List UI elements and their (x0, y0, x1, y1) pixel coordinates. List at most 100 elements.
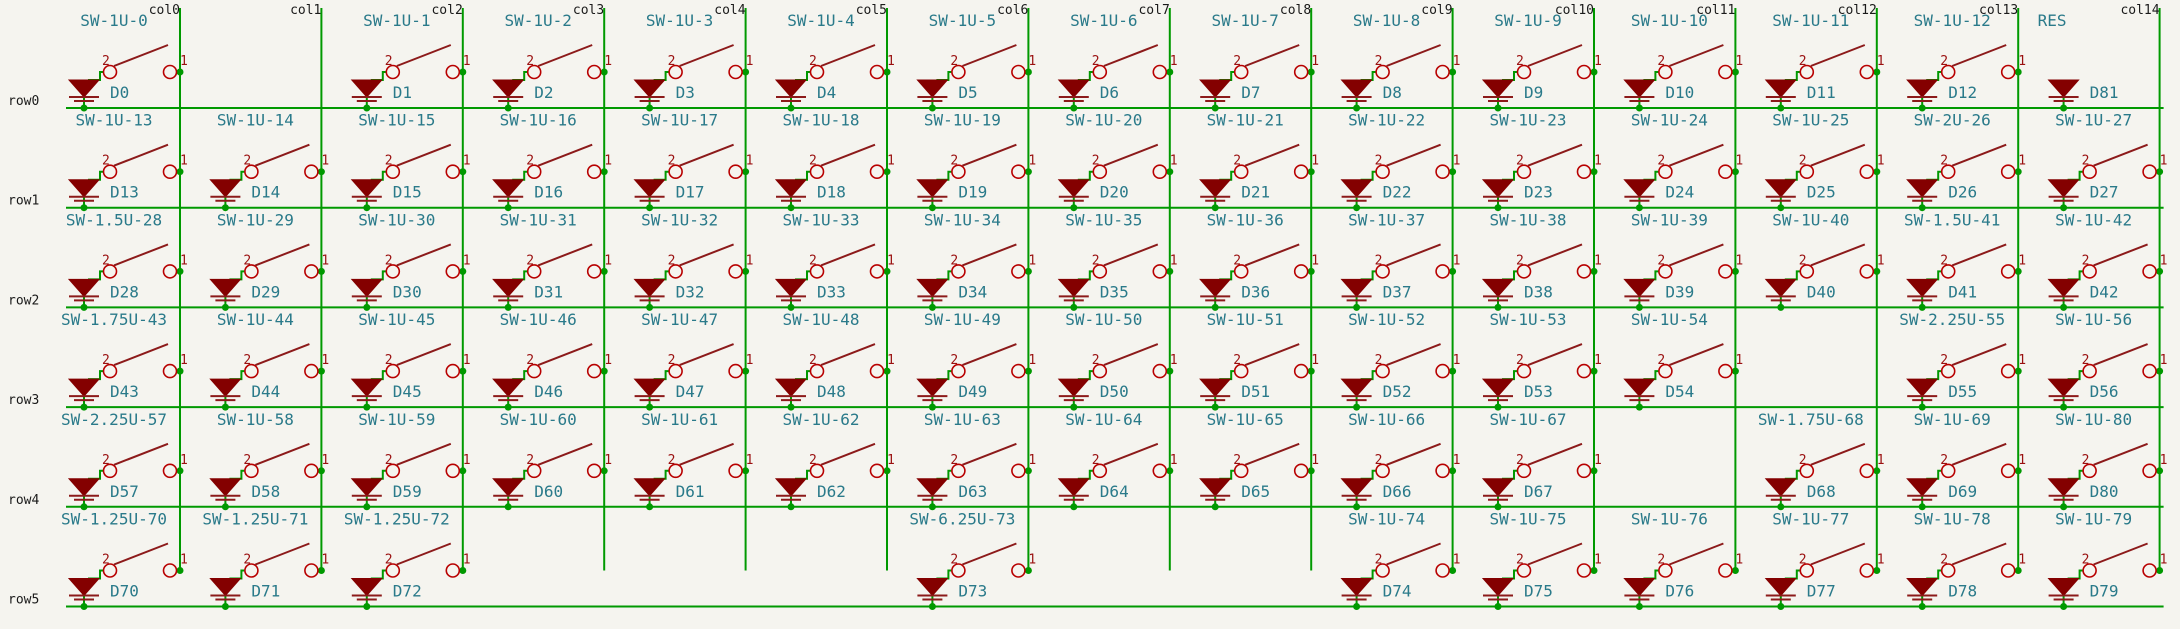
column-junction-dot (1731, 168, 1739, 176)
diode-reference-label: D40 (1807, 282, 1836, 301)
switch-pin-number: 2 (1657, 553, 1665, 568)
switch-actuator (113, 542, 169, 566)
switch-actuator (679, 343, 734, 367)
key-cell (1199, 442, 1309, 501)
switch-pin-1 (1435, 164, 1450, 179)
switch-to-diode-wire (1219, 469, 1235, 480)
symbol-layer (67, 44, 2157, 601)
row-junction-dot (1070, 204, 1078, 212)
diode-reference-label: D23 (1524, 183, 1553, 202)
row-junction-dot (1918, 104, 1926, 112)
switch-reference-label: SW-1U-24 (1631, 111, 1708, 130)
switch-to-diode-wire (1643, 270, 1659, 281)
key-cell (2047, 143, 2157, 202)
switch-actuator (1951, 243, 2007, 267)
switch-pin-2 (951, 164, 966, 179)
key-cell (1340, 143, 1450, 202)
switch-pin-number: 2 (385, 154, 393, 169)
switch-to-diode-wire (1643, 170, 1659, 181)
switch-actuator (1527, 442, 1583, 466)
switch-pin-number: 2 (1940, 253, 1948, 268)
switch-pin-1 (869, 64, 885, 80)
switch-reference-label: SW-2U-26 (1914, 111, 1991, 130)
switch-pin-number: 2 (1375, 154, 1383, 169)
switch-pin-1 (445, 164, 461, 179)
switch-to-diode-wire (1502, 270, 1517, 281)
switch-actuator (2093, 442, 2148, 466)
diode-reference-label: D56 (2090, 382, 2119, 401)
switch-pin-number: 1 (2160, 253, 2168, 268)
row-junction-dot (2060, 403, 2068, 411)
diode-reference-label: D45 (393, 382, 422, 401)
row-junction-dot (928, 603, 936, 610)
key-cell (916, 243, 1026, 302)
key-cell (916, 44, 1026, 102)
switch-reference-label: SW-1U-58 (217, 410, 294, 429)
switch-pin-2 (2082, 264, 2097, 279)
row-junction-dot (787, 403, 795, 411)
switch-actuator (1103, 143, 1159, 167)
diode-symbol (2047, 578, 2080, 597)
column-junction-dot (1449, 168, 1457, 176)
column-junction-dot (1873, 467, 1881, 475)
key-cell (633, 243, 743, 302)
switch-actuator (820, 143, 876, 167)
row-junction-dot (221, 503, 229, 511)
switch-reference-label: SW-1.25U-72 (344, 510, 450, 529)
key-cell (916, 442, 1026, 501)
switch-pin-2 (1092, 164, 1108, 179)
diode-symbol (1481, 578, 1515, 597)
column-junction-dot (1166, 68, 1174, 76)
row-label: row3 (8, 393, 39, 408)
diode-reference-label: D29 (251, 282, 280, 301)
switch-pin-2 (951, 563, 966, 578)
switch-pin-2 (244, 363, 259, 379)
switch-pin-1 (1011, 463, 1026, 479)
key-cell (1340, 44, 1450, 102)
switch-pin-number: 1 (463, 54, 471, 69)
switch-pin-1 (162, 463, 178, 479)
switch-pin-number: 2 (243, 154, 251, 169)
key-cell (633, 44, 743, 102)
row-junction-dot (928, 104, 936, 112)
row-junction-dot (1918, 303, 1926, 311)
switch-actuator (1103, 243, 1159, 267)
switch-pin-number: 1 (2018, 154, 2026, 169)
diode-reference-label: D12 (1948, 83, 1977, 102)
switch-pin-number: 2 (668, 253, 676, 268)
diode-reference-label: D35 (1100, 282, 1129, 301)
diode-symbol (1906, 179, 1939, 198)
row-junction-dot (928, 204, 936, 212)
switch-pin-number: 2 (385, 553, 393, 568)
column-junction-dot (2014, 467, 2022, 475)
switch-pin-number: 1 (2018, 353, 2026, 368)
row-junction-dot (1918, 403, 1926, 411)
diode-symbol (2047, 378, 2080, 397)
switch-pin-number: 2 (1375, 253, 1383, 268)
switch-pin-number: 2 (102, 453, 110, 468)
switch-reference-label: SW-1U-14 (217, 111, 294, 130)
switch-pin-2 (951, 463, 966, 479)
switch-to-diode-wire (88, 270, 103, 281)
diode-symbol (916, 278, 949, 298)
switch-pin-1 (1293, 363, 1309, 379)
switch-pin-1 (586, 164, 602, 179)
diode-symbol (774, 278, 808, 298)
switch-to-diode-wire (1360, 71, 1376, 81)
switch-pin-number: 2 (102, 253, 110, 268)
row-junction-dot (1494, 204, 1502, 212)
row-junction-dot (928, 403, 936, 411)
key-cell (916, 343, 1026, 402)
row-junction-dot (1918, 503, 1926, 511)
key-cell (1623, 343, 1733, 402)
switch-to-diode-wire (936, 469, 952, 480)
switch-actuator (962, 243, 1017, 267)
diode-reference-label: D22 (1383, 183, 1412, 202)
switch-pin-number: 1 (1877, 453, 1885, 468)
wire-layer (66, 8, 2164, 610)
switch-to-diode-wire (88, 170, 103, 181)
switch-reference-label: SW-1U-67 (1489, 410, 1566, 429)
switch-pin-number: 1 (1028, 353, 1036, 368)
row-junction-dot (1494, 503, 1502, 511)
switch-reference-label: SW-6.25U-73 (909, 510, 1015, 529)
